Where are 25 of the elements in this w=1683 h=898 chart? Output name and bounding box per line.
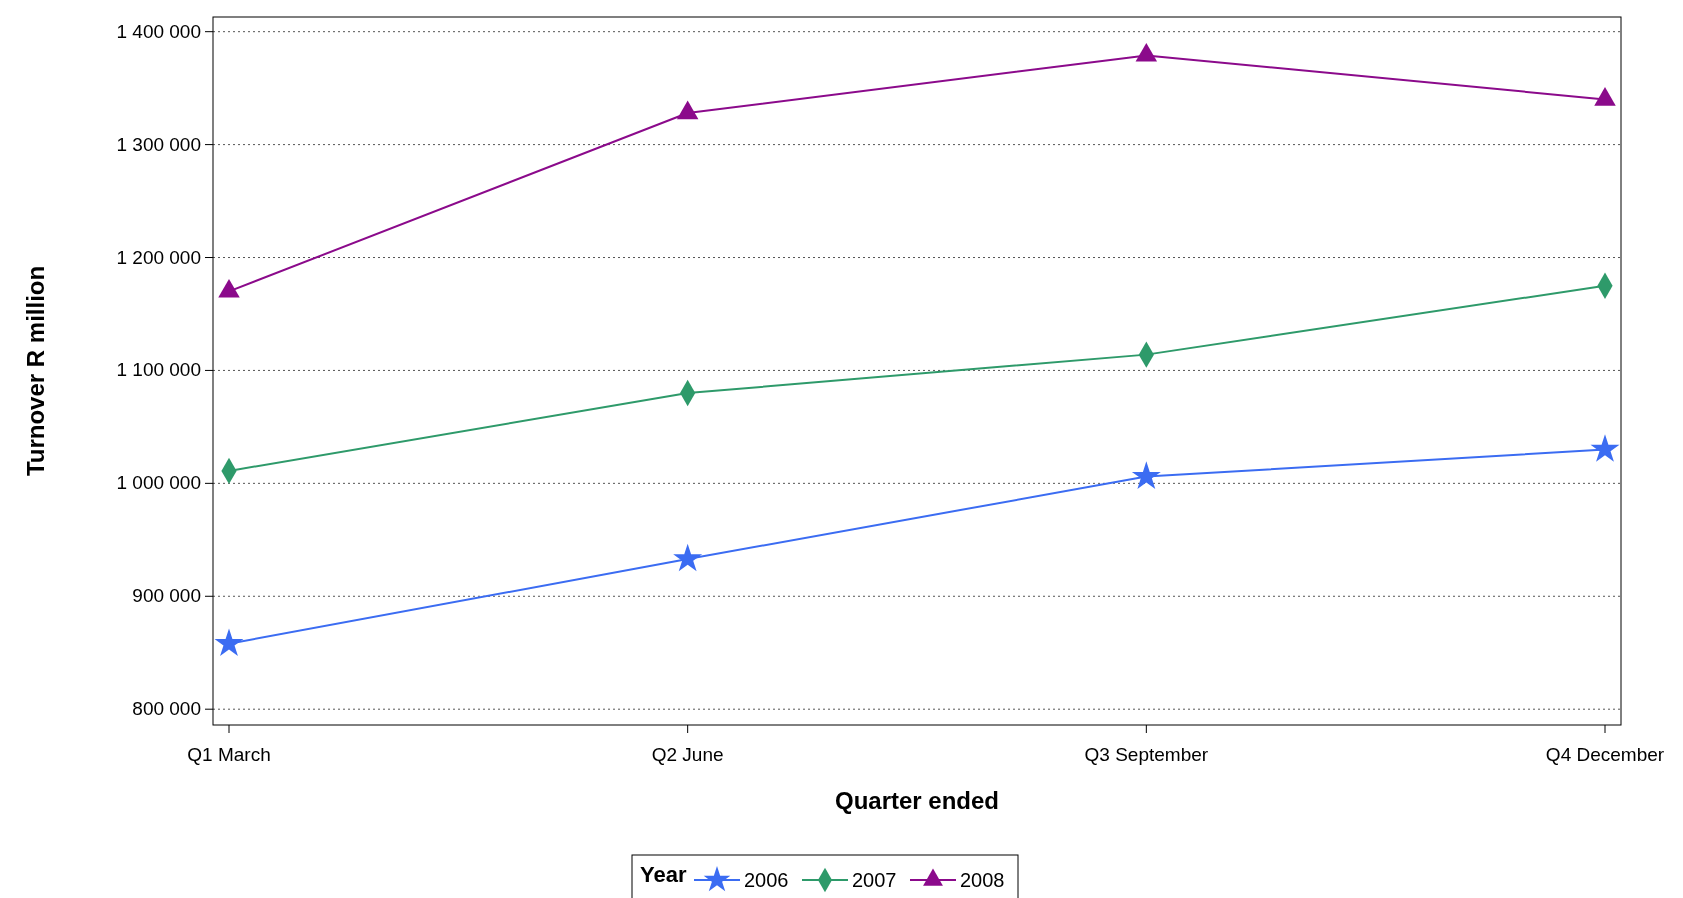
legend-label: 2007 [852,869,897,891]
point [1590,434,1620,462]
y-tick-label: 1 100 000 [116,359,201,381]
y-tick-label: 1 300 000 [116,133,201,155]
legend-title: Year [640,862,687,887]
point [1131,461,1161,489]
point [676,100,699,120]
x-tick-label: Q2 June [651,744,724,765]
legend-label: 2006 [744,869,789,891]
legend-label: 2008 [960,869,1005,891]
point [673,543,703,572]
y-axis-title: Turnover R million [22,265,49,477]
y-tick-label: 1 400 000 [116,20,201,42]
y-tick-label: 900 000 [132,585,201,607]
x-tick-label: Q4 December [1545,744,1665,765]
y-tick-label: 800 000 [132,698,201,720]
x-tick-label: Q3 September [1084,744,1209,765]
y-tick-label: 1 200 000 [116,246,201,268]
y-tick-label: 1 000 000 [116,472,201,494]
point [218,278,240,298]
x-tick-label: Q1 March [187,744,271,765]
point [1594,87,1616,106]
point [214,628,244,657]
point [1135,42,1158,62]
x-axis-title: Quarter ended [834,787,1000,814]
